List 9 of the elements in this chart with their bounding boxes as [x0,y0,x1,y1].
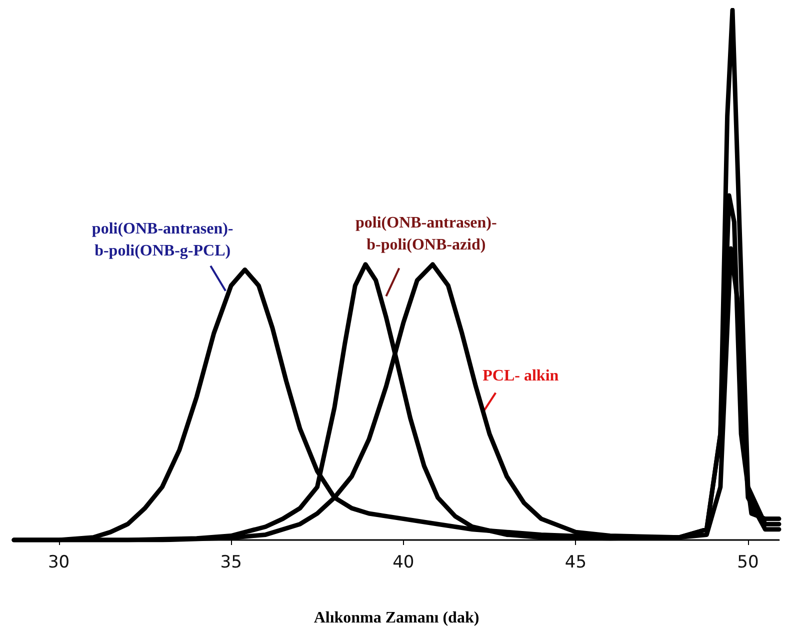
x-tick-label: 50 [737,552,759,572]
x-tick-label: 35 [220,552,242,572]
x-tick-label: 40 [392,552,414,572]
x-axis-title: Alıkonma Zamanı (dak) [314,610,480,626]
annotation: PCL- alkin [482,367,559,384]
annotation: poli(ONB-antrasen)- b-poli(ONB-g-PCL) [92,220,234,260]
x-tick-label: 45 [564,552,587,572]
x-tick-label: 30 [48,552,70,572]
annotation: poli(ONB-antrasen)- b-poli(ONB-azid) [356,214,497,254]
